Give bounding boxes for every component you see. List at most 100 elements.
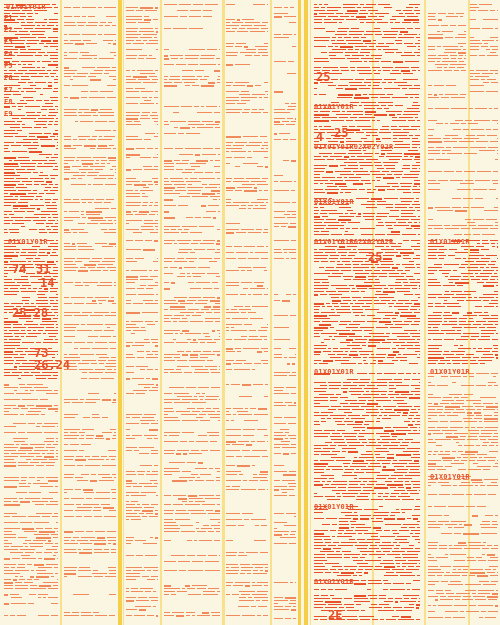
- texture-dash: [21, 166, 35, 167]
- texture-dash: [26, 184, 32, 185]
- texture-dash: [195, 154, 200, 156]
- texture-dash: [171, 181, 184, 182]
- texture-dash: [12, 106, 16, 107]
- texture-dash: [103, 40, 113, 41]
- texture-dash: [45, 202, 50, 203]
- texture-dash: [108, 22, 112, 23]
- texture-dash: [86, 43, 97, 44]
- texture-dash: [246, 49, 256, 50]
- texture-dash: [126, 118, 138, 120]
- texture-dash: [201, 85, 214, 87]
- texture-dash: [57, 220, 58, 221]
- texture-dash: [215, 172, 220, 173]
- texture-dash: [16, 169, 25, 170]
- texture-dash: [112, 67, 116, 68]
- texture-dash: [202, 184, 207, 185]
- texture-dash: [171, 229, 176, 230]
- texture-dash: [144, 220, 153, 221]
- texture-block: [226, 4, 268, 234]
- texture-dash: [4, 178, 14, 179]
- texture-dash: [201, 55, 215, 56]
- texture-dash: [133, 76, 147, 78]
- texture-dash: [164, 229, 169, 230]
- texture-dash: [152, 79, 158, 80]
- texture-dash: [97, 148, 111, 149]
- texture-dash: [87, 175, 97, 176]
- texture-dash: [259, 97, 262, 98]
- big-number: 25: [368, 250, 383, 264]
- texture-dash: [73, 232, 77, 233]
- texture-dash: [215, 121, 220, 123]
- texture-dash: [188, 64, 198, 65]
- texture-dash: [155, 148, 158, 149]
- texture-dash: [187, 193, 200, 194]
- texture-dash: [25, 217, 39, 218]
- texture-dash: [21, 25, 35, 26]
- texture-dash: [185, 55, 199, 56]
- texture-dash: [226, 64, 233, 66]
- texture-dash: [189, 16, 201, 17]
- texture-dash: [171, 58, 178, 59]
- texture-dash: [185, 85, 190, 86]
- texture-dash: [185, 148, 201, 149]
- texture-dash: [53, 217, 58, 218]
- texture-dash: [44, 46, 48, 47]
- texture-dash: [140, 103, 154, 104]
- texture-dash: [96, 160, 99, 161]
- texture-dash: [64, 70, 77, 71]
- texture-dash: [112, 166, 116, 167]
- texture-dash: [14, 160, 30, 161]
- texture-dash: [149, 214, 155, 215]
- texture-dash: [4, 172, 15, 174]
- texture-dash: [173, 28, 187, 29]
- texture-dash: [135, 190, 138, 191]
- texture-dash: [33, 172, 38, 173]
- texture-dash: [18, 109, 21, 110]
- texture-dash: [205, 172, 213, 173]
- texture-dash: [10, 31, 17, 32]
- texture-dash: [71, 178, 76, 179]
- texture-dash: [4, 88, 7, 89]
- texture-dash: [197, 76, 202, 77]
- texture-dash: [70, 40, 81, 41]
- texture-dash: [241, 97, 257, 98]
- texture-dash: [99, 175, 114, 176]
- texture-dash: [29, 133, 42, 134]
- texture-dash: [126, 7, 138, 8]
- texture-dash: [39, 154, 52, 155]
- texture-dash: [136, 10, 143, 11]
- texture-dash: [84, 112, 96, 113]
- texture-dash: [82, 34, 96, 35]
- texture-dash: [55, 121, 58, 122]
- texture-dash: [11, 103, 15, 104]
- texture-dash: [164, 76, 168, 77]
- texture-dash: [143, 166, 152, 167]
- stripe: [60, 0, 62, 625]
- texture-dash: [126, 49, 142, 50]
- texture-dash: [84, 145, 96, 147]
- texture-dash: [35, 13, 38, 14]
- texture-dash: [226, 46, 233, 47]
- big-number: 2E: [328, 608, 343, 622]
- texture-dash: [217, 82, 220, 83]
- texture-dash: [4, 43, 9, 44]
- header-label: 01X01Y01R02X02Y02R: [314, 143, 394, 151]
- texture-dash: [217, 178, 220, 179]
- texture-dash: [138, 79, 150, 80]
- texture-dash: [45, 199, 51, 200]
- texture-dash: [178, 205, 188, 206]
- texture-dash: [104, 34, 116, 35]
- texture-dash: [27, 46, 30, 47]
- texture-dash: [32, 160, 47, 161]
- texture-dash: [126, 139, 142, 140]
- texture-dash: [164, 205, 176, 206]
- big-number: 26.24: [34, 358, 71, 372]
- texture-dash: [64, 43, 73, 44]
- texture-dash: [22, 124, 25, 125]
- texture-dash: [188, 121, 200, 122]
- big-number: 25: [316, 70, 331, 84]
- texture-dash: [73, 139, 77, 140]
- texture-dash: [105, 217, 116, 218]
- texture-dash: [110, 169, 113, 170]
- texture-dash: [78, 25, 84, 26]
